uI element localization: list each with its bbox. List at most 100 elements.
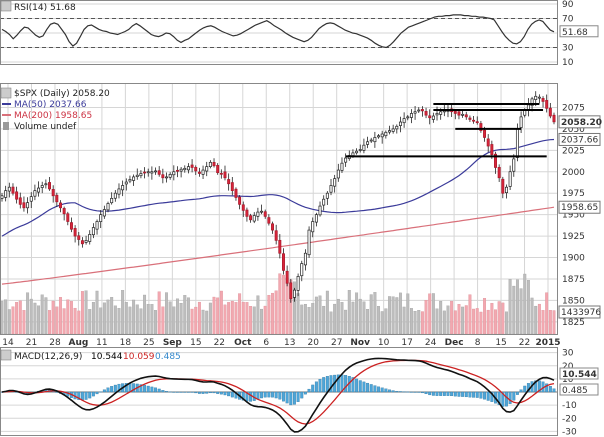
price-tag-label: 2037.66	[561, 135, 598, 145]
candle-body	[380, 133, 384, 138]
macd-legend-label: MACD(12,26,9)	[14, 352, 82, 362]
macd-signal-line	[1, 359, 555, 425]
candle-body	[84, 240, 88, 243]
candle-body	[0, 195, 4, 199]
rsi-legend: RSI(14) 51.68	[14, 3, 76, 13]
volume-bar	[260, 308, 264, 335]
candle-body	[106, 203, 110, 211]
candle-body	[526, 104, 530, 110]
macd-hist-bar	[483, 391, 487, 400]
macd-hist-bar	[311, 384, 315, 393]
volume-bar	[307, 307, 311, 335]
candle-body	[336, 169, 340, 179]
candle-body	[271, 223, 274, 231]
candle-body	[530, 98, 534, 107]
price-tag-label: 2058.20	[561, 118, 602, 128]
volume-bar	[439, 300, 443, 335]
volume-bar	[161, 306, 165, 335]
volume-bar	[219, 290, 223, 335]
macd-hist-bar	[230, 391, 234, 398]
candle-body	[303, 252, 307, 266]
candle-body	[545, 100, 549, 109]
volume-bar	[530, 297, 534, 335]
x-tick-label: 22	[214, 338, 225, 348]
candle-body	[325, 192, 329, 199]
volume-bar	[523, 273, 527, 335]
price-tick-label: 1850	[562, 296, 585, 306]
candle-body	[512, 158, 516, 172]
macd-hist-bar	[420, 391, 424, 394]
candle-body	[40, 185, 44, 188]
volume-bar	[143, 294, 147, 335]
macd-hist-bar	[464, 391, 468, 398]
candle-body	[29, 196, 33, 202]
macd-hist-bar	[102, 389, 106, 393]
volume-bar	[73, 307, 77, 335]
macd-hist-bar	[428, 391, 432, 396]
volume-bar	[69, 301, 73, 335]
price-tick-label: 1825	[562, 318, 585, 328]
candle-body	[77, 235, 81, 240]
macd-hist-bar	[260, 391, 264, 399]
candle-body	[102, 209, 106, 217]
macd-hist-bar	[80, 391, 84, 401]
macd-hist-bar	[453, 391, 457, 397]
candle-body	[146, 171, 150, 174]
volume-bar	[223, 304, 227, 335]
volume-bar	[95, 290, 99, 335]
candle-body	[497, 167, 501, 179]
candle-body	[95, 221, 99, 230]
candle-body	[161, 174, 165, 179]
macd-hist-bar	[523, 385, 527, 393]
candle-body	[91, 227, 95, 236]
candle-body	[296, 276, 300, 291]
volume-bar	[526, 280, 530, 335]
macd-hist-bar	[154, 387, 157, 393]
candle-body	[461, 113, 465, 116]
volume-bar	[380, 311, 384, 335]
macd-hist-bar	[274, 391, 278, 399]
volume-bar	[59, 297, 62, 335]
candle-body	[227, 179, 231, 185]
candle-body	[186, 166, 190, 171]
candle-body	[44, 183, 48, 186]
macd-hist-bar	[91, 391, 95, 397]
candle-body	[168, 173, 172, 178]
macd-hist-legend-value: 0.485	[155, 352, 181, 362]
macd-hist-bar	[77, 391, 81, 400]
candle-body	[143, 171, 147, 174]
macd-hist-bar	[282, 391, 285, 402]
candle-body	[263, 211, 267, 217]
ma200-line	[1, 206, 555, 285]
macd-tick-label: -30	[562, 427, 577, 437]
volume-bar	[479, 311, 483, 335]
volume-bar	[48, 310, 51, 335]
candle-body	[183, 167, 187, 171]
price-tag-box	[558, 115, 601, 129]
volume-bar	[40, 294, 44, 335]
volume-bar	[303, 303, 307, 335]
ma50-legend: MA(50) 2037.66	[14, 100, 87, 110]
macd-legend-value: 10.544	[91, 352, 123, 362]
candle-body	[256, 211, 260, 217]
volume-bar	[106, 299, 110, 335]
volume-bar	[409, 308, 413, 335]
volume-bar	[388, 296, 391, 335]
macd-hist-bar	[399, 391, 402, 393]
volume-bar	[263, 305, 267, 335]
price-tick-label: 1900	[562, 254, 585, 264]
volume-bar	[77, 310, 81, 335]
volume-bar	[358, 298, 362, 335]
macd-tick-label: -20	[562, 414, 577, 424]
volume-bar	[282, 274, 285, 335]
volume-bar	[406, 293, 410, 335]
macd-hist-bar	[548, 386, 552, 393]
macd-hist-bar	[110, 386, 114, 393]
volume-bar	[314, 296, 318, 335]
candle-body	[26, 202, 30, 209]
x-tick-label: 14	[2, 338, 14, 348]
x-tick-label: Nov	[350, 338, 370, 348]
macd-hist-bar	[314, 381, 318, 393]
macd-hist-bar	[157, 388, 161, 393]
candle-body	[212, 162, 216, 167]
